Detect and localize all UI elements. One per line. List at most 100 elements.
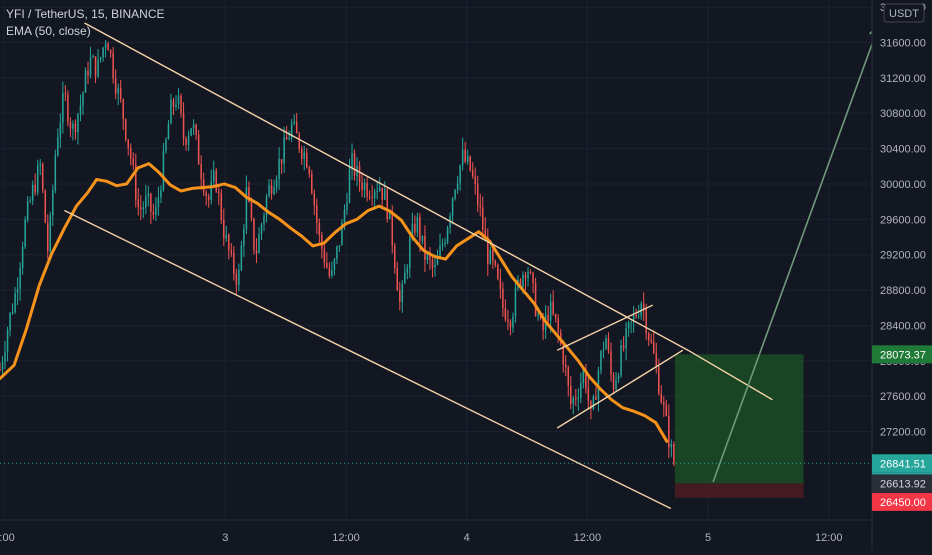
candle xyxy=(625,322,627,361)
candle xyxy=(57,128,59,157)
candle-body xyxy=(461,149,464,166)
candle xyxy=(381,187,383,210)
candle-body xyxy=(172,100,175,107)
target-price-tag: 28073.37 xyxy=(880,349,926,361)
candle xyxy=(406,264,409,280)
candle-body xyxy=(318,222,321,235)
indicator-title[interactable]: EMA (50, close) xyxy=(6,24,91,38)
candle-body xyxy=(373,191,376,199)
candle-body xyxy=(114,78,117,94)
time-axis[interactable]: 2:00 3 12:00 4 12:00 5 12:00 xyxy=(0,519,872,544)
candle-body xyxy=(456,183,459,190)
candle xyxy=(429,247,431,270)
candle-body xyxy=(388,212,391,220)
candle-body xyxy=(9,312,11,331)
candle xyxy=(233,246,235,281)
candle xyxy=(14,287,16,314)
candle-body xyxy=(612,374,615,390)
candle xyxy=(396,261,399,291)
candle-body xyxy=(429,254,431,260)
candle-body xyxy=(549,301,552,321)
candle-body xyxy=(29,200,31,202)
candle xyxy=(527,266,529,287)
candle xyxy=(507,309,509,330)
candle-body xyxy=(36,165,39,193)
candle xyxy=(660,385,663,404)
candle xyxy=(102,46,104,62)
candle xyxy=(290,118,293,142)
flag-lower-line xyxy=(556,349,684,429)
candle xyxy=(44,189,47,224)
price-tick-label: 29200.00 xyxy=(880,250,926,262)
candle-body xyxy=(212,170,215,182)
candle xyxy=(663,396,665,417)
candle-body xyxy=(439,245,441,258)
candle-body xyxy=(283,137,285,164)
candle xyxy=(386,187,388,223)
candle-body xyxy=(333,259,336,270)
candle-body xyxy=(343,209,346,223)
candle xyxy=(235,268,238,296)
candle-body xyxy=(187,135,190,145)
candle xyxy=(361,172,363,198)
candle xyxy=(333,257,336,276)
candle xyxy=(471,162,474,179)
candle xyxy=(192,119,195,135)
candle xyxy=(170,93,172,125)
candles-layer xyxy=(0,40,675,467)
candle-body xyxy=(285,137,288,140)
candle-body xyxy=(215,170,217,192)
drawings-layer xyxy=(0,22,882,510)
candle-body xyxy=(587,388,590,401)
currency-button[interactable]: USDT xyxy=(883,3,925,23)
current-price-tag-bg xyxy=(872,454,932,473)
candle-body xyxy=(248,186,250,202)
symbol-title[interactable]: YFI / TetherUS, 15, BINANCE xyxy=(6,7,165,21)
profit-zone xyxy=(674,354,804,484)
candle xyxy=(512,312,514,333)
candle-body xyxy=(409,238,411,269)
price-tick-label: 31600.00 xyxy=(880,37,926,49)
candle xyxy=(316,198,318,234)
candle xyxy=(567,365,570,397)
candle xyxy=(404,264,406,284)
candle xyxy=(200,155,202,190)
candle xyxy=(489,246,492,265)
candle-body xyxy=(4,351,6,362)
candle-body xyxy=(150,193,152,212)
candle-body xyxy=(195,124,197,135)
price-tick-label: 30000.00 xyxy=(880,179,926,191)
candle-body xyxy=(376,190,378,192)
candle-body xyxy=(600,351,602,371)
candle xyxy=(303,146,306,171)
candle xyxy=(127,139,129,156)
candle-body xyxy=(74,123,77,133)
stop-price-tag-bg xyxy=(872,492,932,511)
candle-body xyxy=(650,340,652,342)
candle xyxy=(431,256,434,278)
candle-body xyxy=(124,119,127,140)
price-tick-label: 30800.00 xyxy=(880,108,926,120)
candle xyxy=(268,179,270,198)
candle xyxy=(4,340,6,370)
candle-body xyxy=(62,93,64,123)
candle-body xyxy=(642,303,645,309)
candle-body xyxy=(145,196,147,208)
candle xyxy=(318,218,321,245)
candle xyxy=(122,98,124,131)
candle xyxy=(378,177,381,192)
candle xyxy=(620,339,622,378)
candle xyxy=(94,56,97,84)
candle xyxy=(117,83,119,106)
candle-body xyxy=(263,215,265,225)
candle xyxy=(74,119,77,140)
candle-body xyxy=(411,223,414,239)
candle-body xyxy=(592,396,595,410)
candle xyxy=(104,40,107,58)
candle xyxy=(255,238,258,264)
candle-body xyxy=(358,165,361,182)
candle-body xyxy=(41,163,44,191)
candle xyxy=(36,159,39,196)
ema-line xyxy=(0,162,669,443)
